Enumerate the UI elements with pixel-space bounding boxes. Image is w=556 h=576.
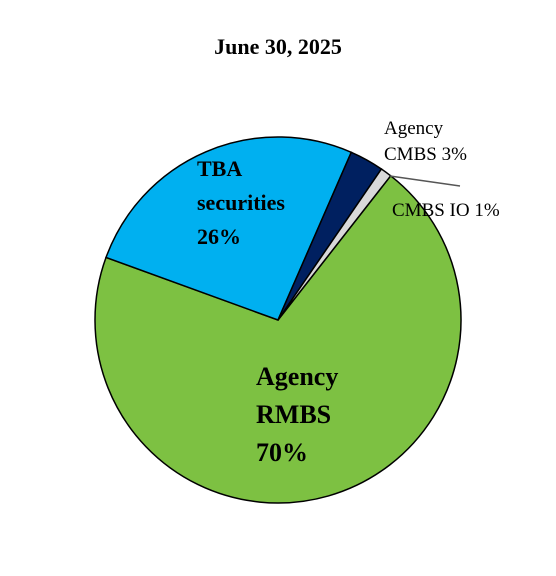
category-label: CMBS IO <box>392 200 470 221</box>
chart-title: June 30, 2025 <box>214 34 342 59</box>
category-label: Agency CMBS <box>384 118 444 165</box>
value-label: 26% <box>197 224 241 249</box>
pie-slice <box>105 136 353 321</box>
value-label: 1% <box>474 200 500 221</box>
slice-label: Agency RMBS 70% <box>256 358 376 472</box>
value-label: 3% <box>441 144 467 165</box>
value-label: 70% <box>256 438 308 467</box>
category-label: Agency RMBS <box>256 362 339 429</box>
category-label: TBA securities <box>197 156 285 215</box>
pie-slice <box>94 174 462 504</box>
slice-label: Agency CMBS 3% <box>384 116 489 168</box>
slice-label: TBA securities 26% <box>197 152 312 254</box>
leader-line <box>389 175 461 187</box>
slice-label: CMBS IO 1% <box>392 198 552 224</box>
